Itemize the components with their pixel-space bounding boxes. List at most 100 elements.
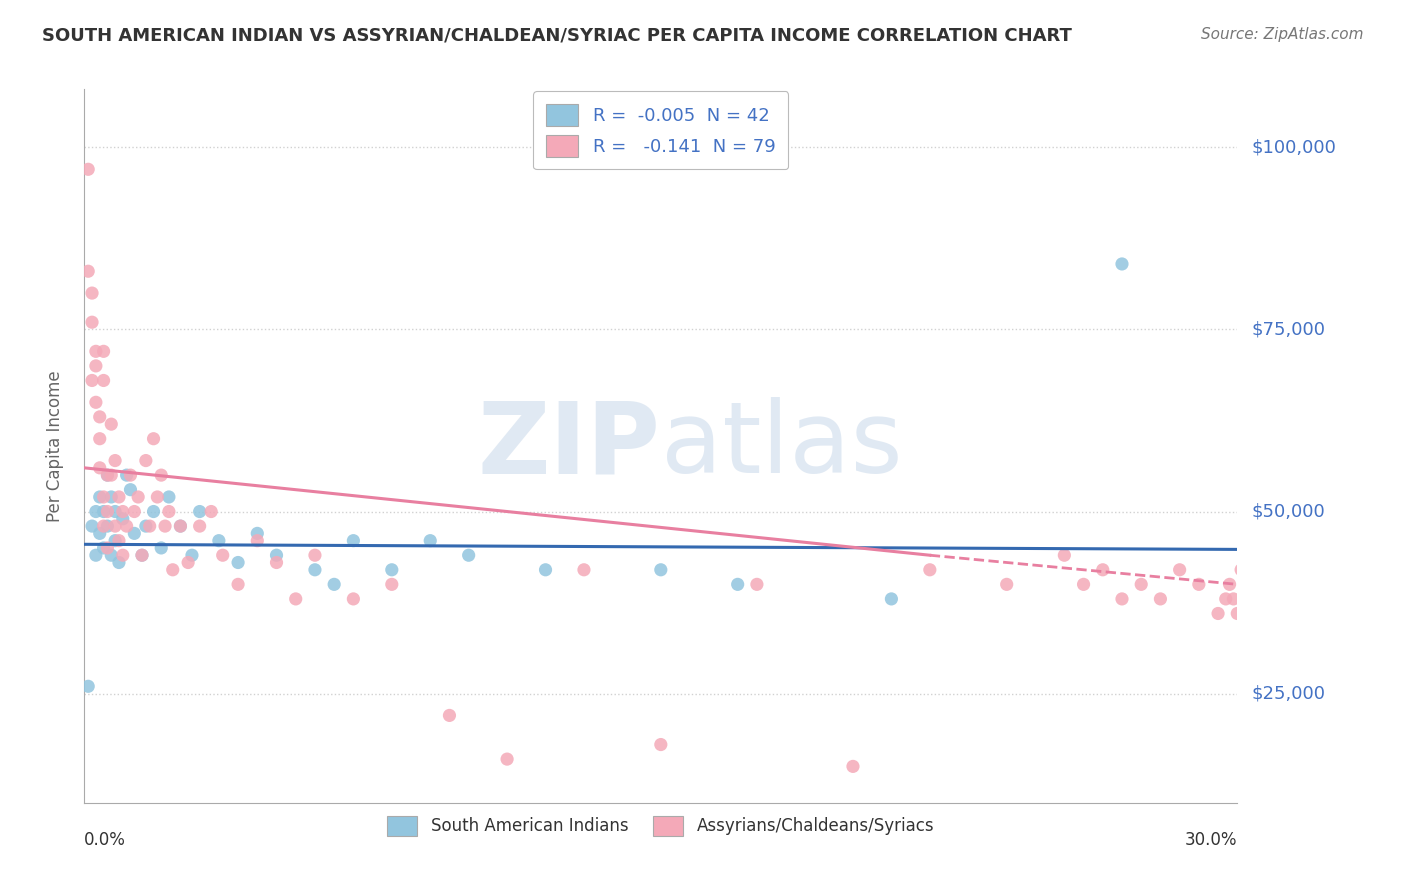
Point xyxy=(1237,591,1260,606)
Point xyxy=(80,286,103,301)
Point xyxy=(89,460,111,475)
Point xyxy=(84,395,107,409)
Point xyxy=(496,752,519,766)
Point xyxy=(457,548,479,562)
Point xyxy=(89,526,111,541)
Point xyxy=(1091,563,1114,577)
Point xyxy=(142,432,165,446)
Point xyxy=(89,409,111,424)
Point xyxy=(534,563,557,577)
Point xyxy=(880,591,903,606)
Text: SOUTH AMERICAN INDIAN VS ASSYRIAN/CHALDEAN/SYRIAC PER CAPITA INCOME CORRELATION : SOUTH AMERICAN INDIAN VS ASSYRIAN/CHALDE… xyxy=(42,27,1071,45)
Point xyxy=(1246,577,1268,591)
Text: 0.0%: 0.0% xyxy=(84,831,127,849)
Point xyxy=(115,519,138,533)
Point xyxy=(246,533,269,548)
Point xyxy=(93,344,115,359)
Point xyxy=(77,264,100,278)
Point xyxy=(918,563,941,577)
Point xyxy=(995,577,1018,591)
Point xyxy=(181,548,204,562)
Point xyxy=(381,563,404,577)
Point xyxy=(1226,607,1249,621)
Point xyxy=(96,519,118,533)
Point xyxy=(1111,257,1133,271)
Point xyxy=(157,490,180,504)
Point xyxy=(177,556,200,570)
Point xyxy=(84,344,107,359)
Point xyxy=(96,541,118,555)
Point xyxy=(93,519,115,533)
Point xyxy=(1257,607,1279,621)
Point xyxy=(96,468,118,483)
Text: ZIP: ZIP xyxy=(478,398,661,494)
Point xyxy=(304,548,326,562)
Point xyxy=(188,504,211,518)
Point xyxy=(1073,577,1095,591)
Point xyxy=(120,468,142,483)
Point xyxy=(84,504,107,518)
Text: $25,000: $25,000 xyxy=(1251,684,1326,703)
Point xyxy=(266,556,288,570)
Point xyxy=(104,519,127,533)
Point xyxy=(1130,577,1153,591)
Point xyxy=(104,453,127,467)
Point xyxy=(650,738,672,752)
Point xyxy=(1233,577,1256,591)
Point xyxy=(93,374,115,388)
Point xyxy=(1053,548,1076,562)
Point xyxy=(84,359,107,373)
Point xyxy=(93,504,115,518)
Point xyxy=(211,548,233,562)
Point xyxy=(745,577,768,591)
Point xyxy=(650,563,672,577)
Point xyxy=(138,519,160,533)
Point xyxy=(100,548,122,562)
Point xyxy=(77,679,100,693)
Point xyxy=(100,490,122,504)
Point xyxy=(1215,591,1237,606)
Point xyxy=(131,548,153,562)
Point xyxy=(1111,591,1133,606)
Point xyxy=(100,468,122,483)
Point xyxy=(169,519,191,533)
Point xyxy=(108,556,131,570)
Point xyxy=(266,548,288,562)
Point xyxy=(727,577,749,591)
Point xyxy=(80,374,103,388)
Text: 30.0%: 30.0% xyxy=(1185,831,1237,849)
Point xyxy=(135,519,157,533)
Point xyxy=(124,526,146,541)
Point xyxy=(208,533,231,548)
Text: $100,000: $100,000 xyxy=(1251,138,1336,156)
Point xyxy=(131,548,153,562)
Point xyxy=(84,548,107,562)
Point xyxy=(1222,591,1244,606)
Point xyxy=(1230,563,1253,577)
Point xyxy=(323,577,346,591)
Point xyxy=(381,577,404,591)
Point xyxy=(1272,599,1295,614)
Text: $75,000: $75,000 xyxy=(1251,320,1326,338)
Point xyxy=(89,432,111,446)
Point xyxy=(146,490,169,504)
Point xyxy=(1206,607,1229,621)
Point xyxy=(150,468,173,483)
Point xyxy=(200,504,222,518)
Point xyxy=(226,577,249,591)
Point xyxy=(93,541,115,555)
Text: Source: ZipAtlas.com: Source: ZipAtlas.com xyxy=(1201,27,1364,42)
Point xyxy=(1149,591,1171,606)
Point xyxy=(1219,577,1241,591)
Point xyxy=(342,533,364,548)
Point xyxy=(304,563,326,577)
Point xyxy=(284,591,307,606)
Point xyxy=(246,526,269,541)
Point xyxy=(153,519,176,533)
Point xyxy=(572,563,595,577)
Point xyxy=(104,504,127,518)
Point xyxy=(342,591,364,606)
Point xyxy=(111,512,134,526)
Point xyxy=(1264,591,1286,606)
Point xyxy=(135,453,157,467)
